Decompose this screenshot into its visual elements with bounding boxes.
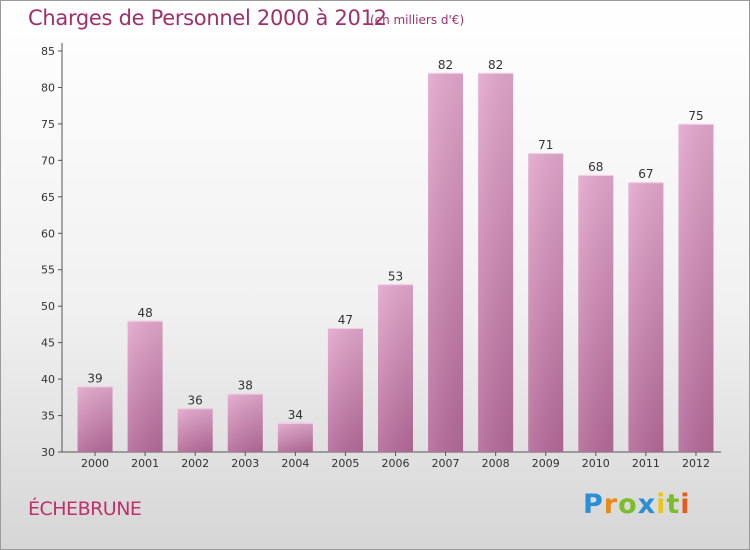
bar-shade-2012 xyxy=(678,123,714,452)
value-label-2001: 48 xyxy=(137,306,152,320)
x-tick-label-2012: 2012 xyxy=(682,457,710,470)
value-label-2003: 38 xyxy=(238,379,253,393)
y-tick-label: 30 xyxy=(41,446,55,459)
value-label-2009: 71 xyxy=(538,138,553,152)
bars xyxy=(77,72,714,453)
y-tick-label: 60 xyxy=(41,227,55,240)
x-tick-label-2004: 2004 xyxy=(281,457,309,470)
y-tick-label: 40 xyxy=(41,373,55,386)
bar-shade-2000 xyxy=(77,386,113,452)
value-label-2004: 34 xyxy=(288,408,303,422)
x-tick-label-2007: 2007 xyxy=(432,457,460,470)
x-tick-label-2010: 2010 xyxy=(582,457,610,470)
value-label-2007: 82 xyxy=(438,58,453,72)
bar-shade-2003 xyxy=(227,393,263,452)
x-tick-label-2001: 2001 xyxy=(131,457,159,470)
logo-letter: r xyxy=(603,489,619,520)
chart-subtitle: (en milliers d'€) xyxy=(370,13,465,27)
bar-shade-2011 xyxy=(628,182,664,452)
bar-shade-2001 xyxy=(127,320,163,452)
proxiti-logo: Proxiti xyxy=(583,489,691,520)
x-tick-label-2005: 2005 xyxy=(331,457,359,470)
logo-letter: x xyxy=(637,489,657,520)
y-tick-label: 85 xyxy=(41,45,55,58)
y-tick-label: 35 xyxy=(41,410,55,423)
value-label-2000: 39 xyxy=(87,371,102,385)
x-tick-label-2006: 2006 xyxy=(382,457,410,470)
bar-shade-2006 xyxy=(378,284,413,452)
y-tick-label: 65 xyxy=(41,191,55,204)
logo-letter: o xyxy=(618,489,638,520)
y-tick-label: 55 xyxy=(41,264,55,277)
value-label-2005: 47 xyxy=(338,313,353,327)
y-tick-label: 80 xyxy=(41,81,55,94)
bar-shade-2005 xyxy=(327,328,363,452)
x-tick-label-2003: 2003 xyxy=(231,457,259,470)
bar-shade-2007 xyxy=(428,72,464,452)
bar-shade-2010 xyxy=(578,174,614,453)
bar-shade-2004 xyxy=(277,422,313,452)
bar-shade-2008 xyxy=(478,72,514,452)
labels: 2000 39 2001 48 2002 36 2003 38 2004 34 2005 47 2006… xyxy=(81,58,710,470)
value-label-2011: 67 xyxy=(638,167,653,181)
commune-name: ÉCHEBRUNE xyxy=(28,498,142,520)
x-tick-label-2002: 2002 xyxy=(181,457,209,470)
value-label-2006: 53 xyxy=(388,269,403,283)
y-tick-label: 75 xyxy=(41,118,55,131)
value-label-2008: 82 xyxy=(488,58,503,72)
chart-title: Charges de Personnel 2000 à 2012 xyxy=(28,6,387,30)
logo-letter: t xyxy=(666,489,681,520)
x-tick-label-2000: 2000 xyxy=(81,457,109,470)
bar-shade-2002 xyxy=(177,408,213,452)
logo-letter: i xyxy=(656,489,667,520)
x-tick-label-2011: 2011 xyxy=(632,457,660,470)
y-tick-label: 70 xyxy=(41,154,55,167)
bar-shade-2009 xyxy=(528,153,564,452)
x-tick-label-2009: 2009 xyxy=(532,457,560,470)
logo-letter: i xyxy=(680,489,691,520)
logo-letter: P xyxy=(583,489,604,520)
x-tick-label-2008: 2008 xyxy=(482,457,510,470)
value-label-2012: 75 xyxy=(688,109,703,123)
value-label-2002: 36 xyxy=(188,393,203,407)
axes: 30 35 40 45 50 55 60 65 70 75 80 85 xyxy=(41,43,721,459)
y-tick-label: 50 xyxy=(41,300,55,313)
y-tick-label: 45 xyxy=(41,337,55,350)
value-label-2010: 68 xyxy=(588,160,603,174)
